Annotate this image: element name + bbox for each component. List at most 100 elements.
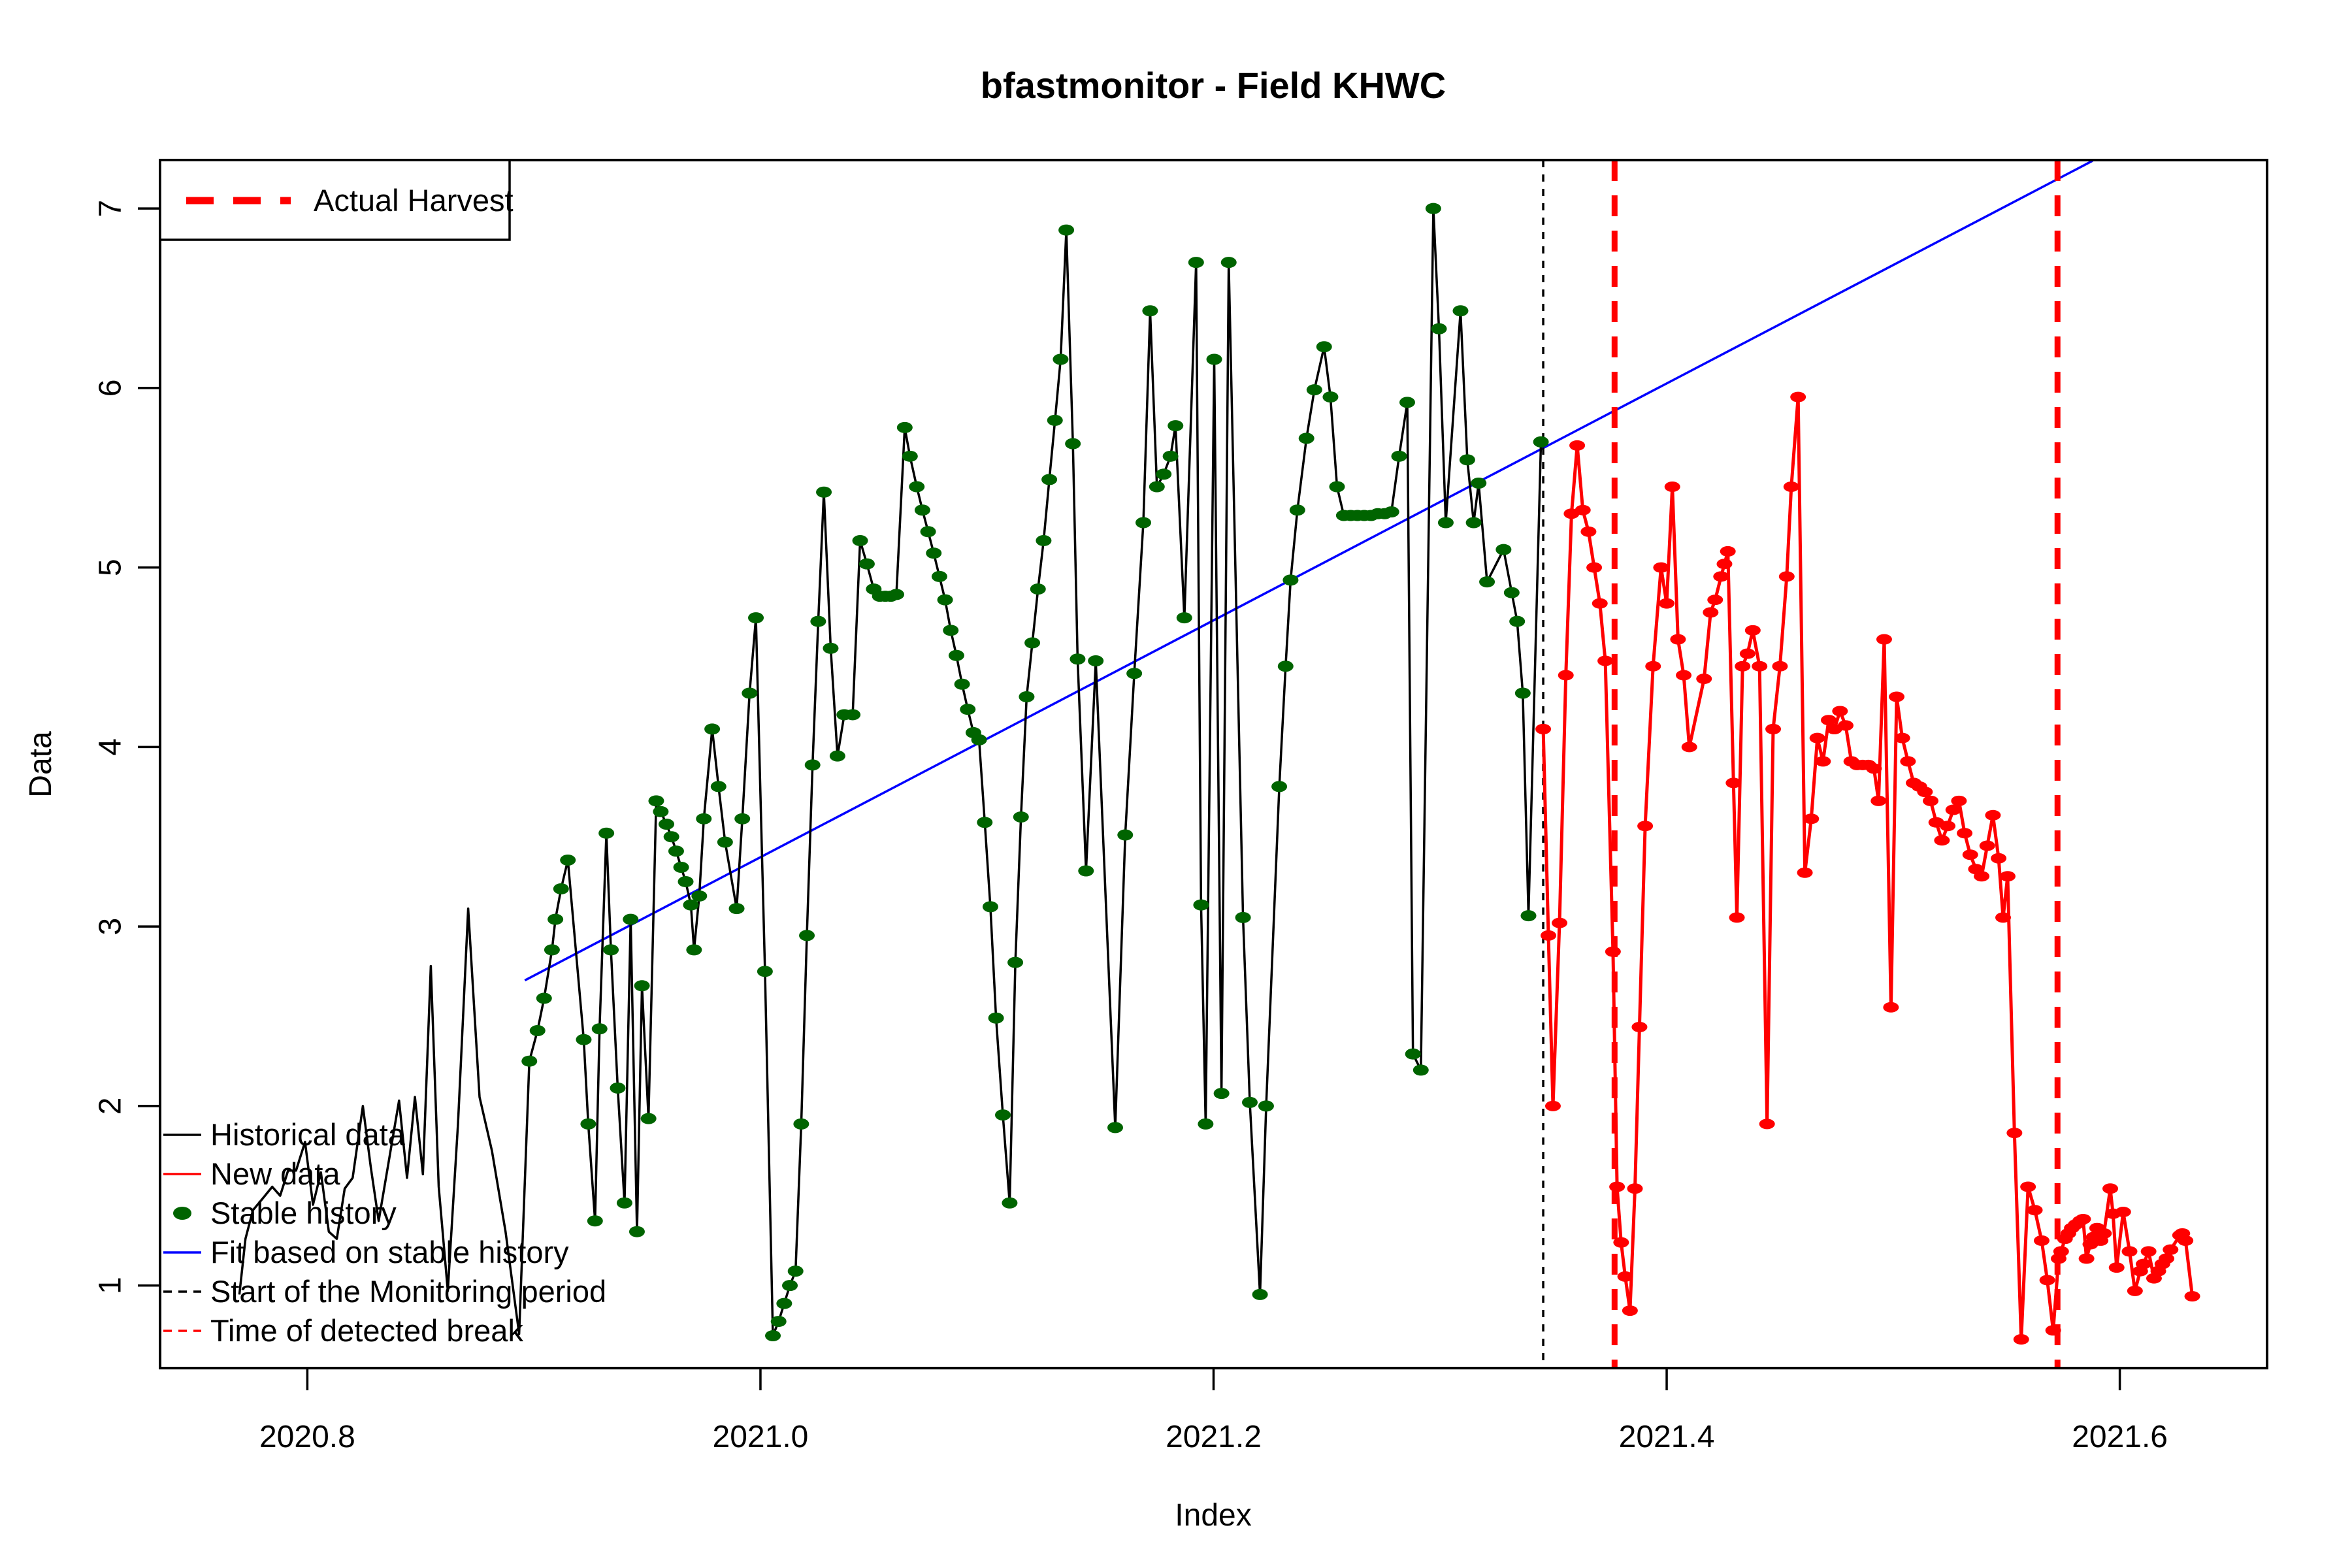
- new-data-point: [1569, 440, 1586, 451]
- new-data-point: [1725, 777, 1742, 789]
- stable-history-point: [770, 1316, 787, 1328]
- stable-history-point: [1298, 433, 1315, 444]
- new-data-point: [2115, 1206, 2131, 1217]
- stable-history-point: [1220, 257, 1237, 269]
- new-data-point: [1681, 742, 1697, 753]
- new-data-point: [1664, 482, 1680, 493]
- stable-history-point: [1078, 865, 1094, 877]
- legend-bottom: [163, 1134, 201, 1332]
- new-data-point: [1670, 634, 1686, 645]
- y-axis-tick-label: 3: [93, 918, 128, 936]
- stable-history-point: [598, 827, 615, 839]
- legend-item-label: Fit based on stable history: [210, 1235, 569, 1269]
- stable-history-point: [948, 649, 964, 661]
- stable-history-point: [889, 589, 905, 600]
- stable-history-point: [1002, 1197, 1018, 1209]
- stable-history-point: [1019, 691, 1035, 702]
- stable-history-point: [816, 486, 832, 498]
- new-data-point: [1617, 1271, 1633, 1282]
- new-data-point: [1838, 720, 1854, 731]
- stable-history-point: [909, 481, 925, 493]
- new-data-point: [1832, 706, 1848, 717]
- stable-history-point: [793, 1118, 809, 1130]
- stable-history-point: [982, 901, 998, 913]
- stable-history-point: [1459, 454, 1475, 466]
- stable-history-point: [717, 836, 733, 848]
- new-data-point: [2078, 1253, 2095, 1264]
- stable-history-point: [521, 1055, 538, 1067]
- stable-history-point: [960, 704, 976, 715]
- new-data-point: [1883, 1002, 1899, 1013]
- stable-history-point: [902, 450, 918, 462]
- stable-history-point: [1193, 899, 1209, 911]
- new-data-point: [1957, 828, 1973, 839]
- stable-history-point: [1188, 257, 1204, 269]
- stable-history-point: [943, 625, 959, 636]
- new-data-point: [1815, 756, 1831, 767]
- new-data-point: [1962, 849, 1978, 860]
- legend-item: [173, 1207, 191, 1220]
- stable-history-point: [1520, 910, 1537, 922]
- new-data-point: [1985, 809, 2001, 821]
- new-data-point: [2075, 1213, 2091, 1224]
- stable-history-point: [1399, 397, 1415, 408]
- new-data-point: [1876, 634, 1892, 645]
- stable-history-point: [799, 930, 815, 941]
- stable-history-point: [1036, 534, 1052, 546]
- new-data-point: [1866, 763, 1882, 774]
- new-data-point: [1544, 1100, 1561, 1111]
- legend-item-label: New data: [210, 1156, 340, 1191]
- new-data-point: [1631, 1021, 1648, 1032]
- stable-history-point: [1322, 391, 1339, 403]
- stable-history-point: [668, 845, 684, 857]
- stable-history-point: [804, 759, 821, 771]
- legend-item-label: Historical data: [210, 1117, 406, 1152]
- stable-history-point: [1465, 517, 1482, 529]
- stable-history-point: [742, 687, 758, 699]
- new-data-point: [1744, 625, 1761, 636]
- y-axis-label: Data: [24, 731, 58, 798]
- new-data-point: [1558, 670, 1574, 681]
- new-data-point: [1609, 1181, 1625, 1192]
- stable-history-point: [673, 861, 689, 873]
- new-data-point: [1676, 670, 1692, 681]
- stable-history-point: [1070, 653, 1086, 665]
- new-data-point: [2108, 1262, 2125, 1273]
- y-axis-tick-label: 1: [93, 1277, 128, 1294]
- new-data-point: [1637, 821, 1654, 832]
- new-data-point: [1720, 546, 1736, 557]
- stable-history-point: [610, 1082, 626, 1094]
- new-data-point: [1951, 795, 1967, 806]
- legend-top-box: [159, 159, 511, 241]
- stable-history-point: [1168, 420, 1184, 432]
- stable-history-point: [1126, 668, 1143, 679]
- stable-history-point: [1383, 506, 1399, 517]
- stable-history-point: [547, 913, 564, 925]
- new-data-point: [2013, 1334, 2029, 1345]
- new-data-point: [1809, 732, 1825, 743]
- new-data-point: [2027, 1205, 2043, 1216]
- new-data-point: [1820, 715, 1837, 726]
- new-data-point: [1713, 571, 1729, 582]
- new-data-point: [1894, 732, 1910, 743]
- new-data-point: [2045, 1325, 2061, 1336]
- new-data-point: [1627, 1183, 1643, 1194]
- stable-history-point: [954, 678, 970, 690]
- stable-history-point: [576, 1034, 592, 1045]
- y-axis-tick-label: 5: [93, 559, 128, 576]
- fit-line: [524, 159, 2093, 982]
- y-axis-tick-label: 2: [93, 1098, 128, 1115]
- stable-history-point: [1514, 687, 1531, 699]
- stable-history-point: [1053, 353, 1069, 365]
- new-data-point: [1772, 661, 1788, 672]
- stable-history-point: [971, 734, 987, 745]
- new-data-point: [1696, 673, 1712, 684]
- stable-history-point: [1176, 612, 1192, 624]
- stable-history-point: [544, 944, 560, 956]
- stable-history-point: [1058, 224, 1075, 236]
- stable-history-point: [591, 1023, 608, 1035]
- new-data-point: [2127, 1285, 2143, 1296]
- stable-history-point: [920, 526, 936, 538]
- new-data-point: [1945, 804, 1961, 815]
